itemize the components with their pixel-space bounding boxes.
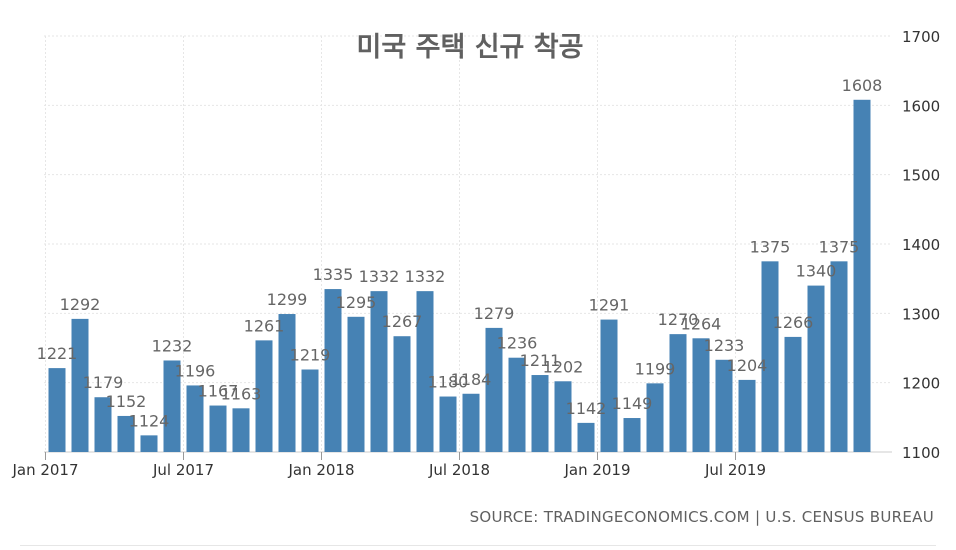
data-label: 1219 — [290, 345, 331, 364]
data-label: 1180 — [428, 373, 469, 392]
grid-lines — [44, 35, 892, 453]
y-tick-label: 1200 — [902, 375, 940, 393]
bar — [324, 289, 342, 452]
data-label: 1211 — [520, 351, 561, 370]
bar — [669, 334, 687, 452]
bar — [623, 418, 641, 452]
x-tick-label: Jul 2019 — [704, 461, 766, 479]
y-tick-label: 1300 — [902, 305, 940, 323]
bar — [600, 319, 618, 452]
data-label: 1335 — [313, 265, 354, 284]
data-label: 1295 — [336, 293, 377, 312]
bar — [462, 393, 480, 452]
data-label: 1179 — [83, 373, 124, 392]
data-label: 1221 — [37, 344, 78, 363]
data-label: 1299 — [267, 290, 308, 309]
x-tick-label: Jan 2018 — [287, 461, 354, 479]
data-label: 1266 — [773, 313, 814, 332]
bar — [278, 314, 296, 452]
bar — [531, 375, 549, 452]
bar — [163, 360, 181, 452]
x-tick-label: Jan 2019 — [563, 461, 630, 479]
bar — [485, 327, 503, 452]
data-label: 1184 — [451, 370, 492, 389]
bar — [186, 385, 204, 452]
bar — [71, 318, 89, 452]
bar — [94, 397, 112, 452]
bar — [715, 359, 733, 452]
data-label: 1340 — [796, 262, 837, 281]
bar — [853, 99, 871, 452]
data-label: 1167 — [198, 382, 239, 401]
bar — [393, 336, 411, 452]
data-label: 1608 — [842, 76, 883, 95]
bar-series — [48, 99, 871, 452]
data-label: 1264 — [681, 314, 722, 333]
data-label: 1232 — [152, 336, 193, 355]
bar — [738, 379, 756, 452]
data-label: 1142 — [566, 399, 607, 418]
x-axis: Jan 2017 Jul 2017 Jan 2018 Jul 2018 Jan 2019… — [11, 452, 766, 479]
x-tick-label: Jan 2017 — [11, 461, 78, 479]
bar — [830, 261, 848, 452]
bar — [646, 383, 664, 452]
y-axis: 1100 1200 1300 1400 1500 1600 1700 — [902, 28, 940, 462]
x-tick-label: Jul 2018 — [428, 461, 490, 479]
y-tick-label: 1700 — [902, 28, 940, 46]
bar — [255, 340, 273, 452]
data-label: 1375 — [750, 237, 791, 256]
bar — [508, 357, 526, 452]
data-label: 1236 — [497, 334, 538, 353]
data-label: 1124 — [129, 411, 170, 430]
data-label: 1202 — [543, 357, 584, 376]
data-label: 1149 — [612, 394, 653, 413]
bar — [117, 415, 135, 452]
bar — [692, 338, 710, 452]
data-label: 1163 — [221, 384, 262, 403]
bar — [554, 381, 572, 452]
bar — [784, 336, 802, 452]
data-label: 1332 — [405, 267, 446, 286]
data-label: 1291 — [589, 296, 630, 315]
bar — [370, 291, 388, 452]
bar — [761, 261, 779, 452]
y-tick-label: 1100 — [902, 444, 940, 462]
y-tick-label: 1500 — [902, 167, 940, 185]
bar — [301, 369, 319, 452]
bar — [347, 316, 365, 452]
data-label: 1196 — [175, 361, 216, 380]
data-label: 1375 — [819, 237, 860, 256]
bar — [439, 396, 457, 452]
y-tick-label: 1600 — [902, 97, 940, 115]
data-label: 1279 — [474, 304, 515, 323]
divider — [20, 545, 936, 546]
bar — [807, 285, 825, 452]
data-label: 1332 — [359, 267, 400, 286]
data-label: 1270 — [658, 310, 699, 329]
y-tick-label: 1400 — [902, 236, 940, 254]
x-tick-label: Jul 2017 — [152, 461, 214, 479]
bar — [416, 291, 434, 452]
bar — [48, 368, 66, 452]
bar — [577, 422, 595, 452]
data-label: 1152 — [106, 392, 147, 411]
data-label: 1267 — [382, 312, 423, 331]
chart-title: 미국 주택 신규 착공 — [357, 32, 584, 63]
bar — [209, 405, 227, 452]
data-label: 1199 — [635, 359, 676, 378]
source-note: SOURCE: TRADINGECONOMICS.COM | U.S. CENS… — [469, 508, 934, 526]
bar — [140, 435, 158, 452]
data-label: 1233 — [704, 336, 745, 355]
data-label: 1204 — [727, 356, 768, 375]
data-label: 1261 — [244, 316, 285, 335]
bar — [232, 408, 250, 452]
data-label: 1292 — [60, 295, 101, 314]
